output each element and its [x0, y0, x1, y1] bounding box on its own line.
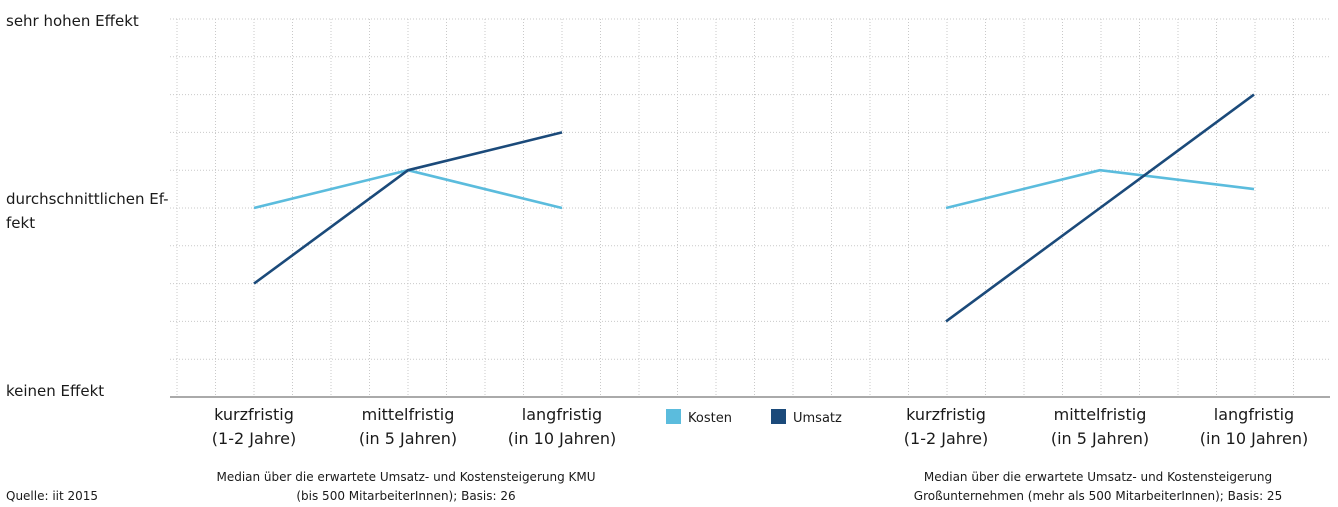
p1-caption-line2: (bis 500 MitarbeiterInnen); Basis: 26: [296, 489, 515, 503]
p1-cat-short-line1: kurzfristig: [214, 405, 294, 424]
p2-caption-line2: Großunternehmen (mehr als 500 Mitarbeite…: [914, 489, 1282, 503]
series-line-umsatz-panel-2: [945, 93, 1255, 323]
p2-cat-long-line1: langfristig: [1214, 405, 1294, 424]
y-label-high: sehr hohen Effekt: [6, 12, 139, 30]
source-note: Quelle: iit 2015: [6, 489, 98, 503]
p2-cat-mid-line1: mittelfristig: [1054, 405, 1147, 424]
y-label-mid-line1: durchschnittlichen Ef-: [6, 190, 169, 208]
legend-swatch-kosten: [666, 409, 681, 424]
series-line-kosten-panel-2: [945, 168, 1255, 210]
y-label-none: keinen Effekt: [6, 382, 104, 400]
legend-swatch-umsatz: [771, 409, 786, 424]
series-layer: [253, 93, 1255, 323]
p1-cat-short-line2: (1-2 Jahre): [212, 429, 296, 448]
legend-label-kosten: Kosten: [688, 411, 732, 426]
p2-cat-mid-line2: (in 5 Jahren): [1051, 429, 1149, 448]
p2-cat-short-line2: (1-2 Jahre): [904, 429, 988, 448]
series-line-umsatz-panel-1: [253, 131, 563, 285]
legend-label-umsatz: Umsatz: [793, 411, 842, 426]
p2-caption-line1: Median über die erwartete Umsatz- und Ko…: [924, 470, 1272, 484]
p1-cat-mid-line1: mittelfristig: [362, 405, 455, 424]
grid: [170, 18, 1330, 397]
p1-cat-long-line1: langfristig: [522, 405, 602, 424]
p1-caption-line1: Median über die erwartete Umsatz- und Ko…: [216, 470, 595, 484]
p1-cat-long-line2: (in 10 Jahren): [508, 429, 616, 448]
p1-cat-mid-line2: (in 5 Jahren): [359, 429, 457, 448]
p2-cat-short-line1: kurzfristig: [906, 405, 986, 424]
y-label-mid-line2: fekt: [6, 214, 35, 232]
p2-cat-long-line2: (in 10 Jahren): [1200, 429, 1308, 448]
